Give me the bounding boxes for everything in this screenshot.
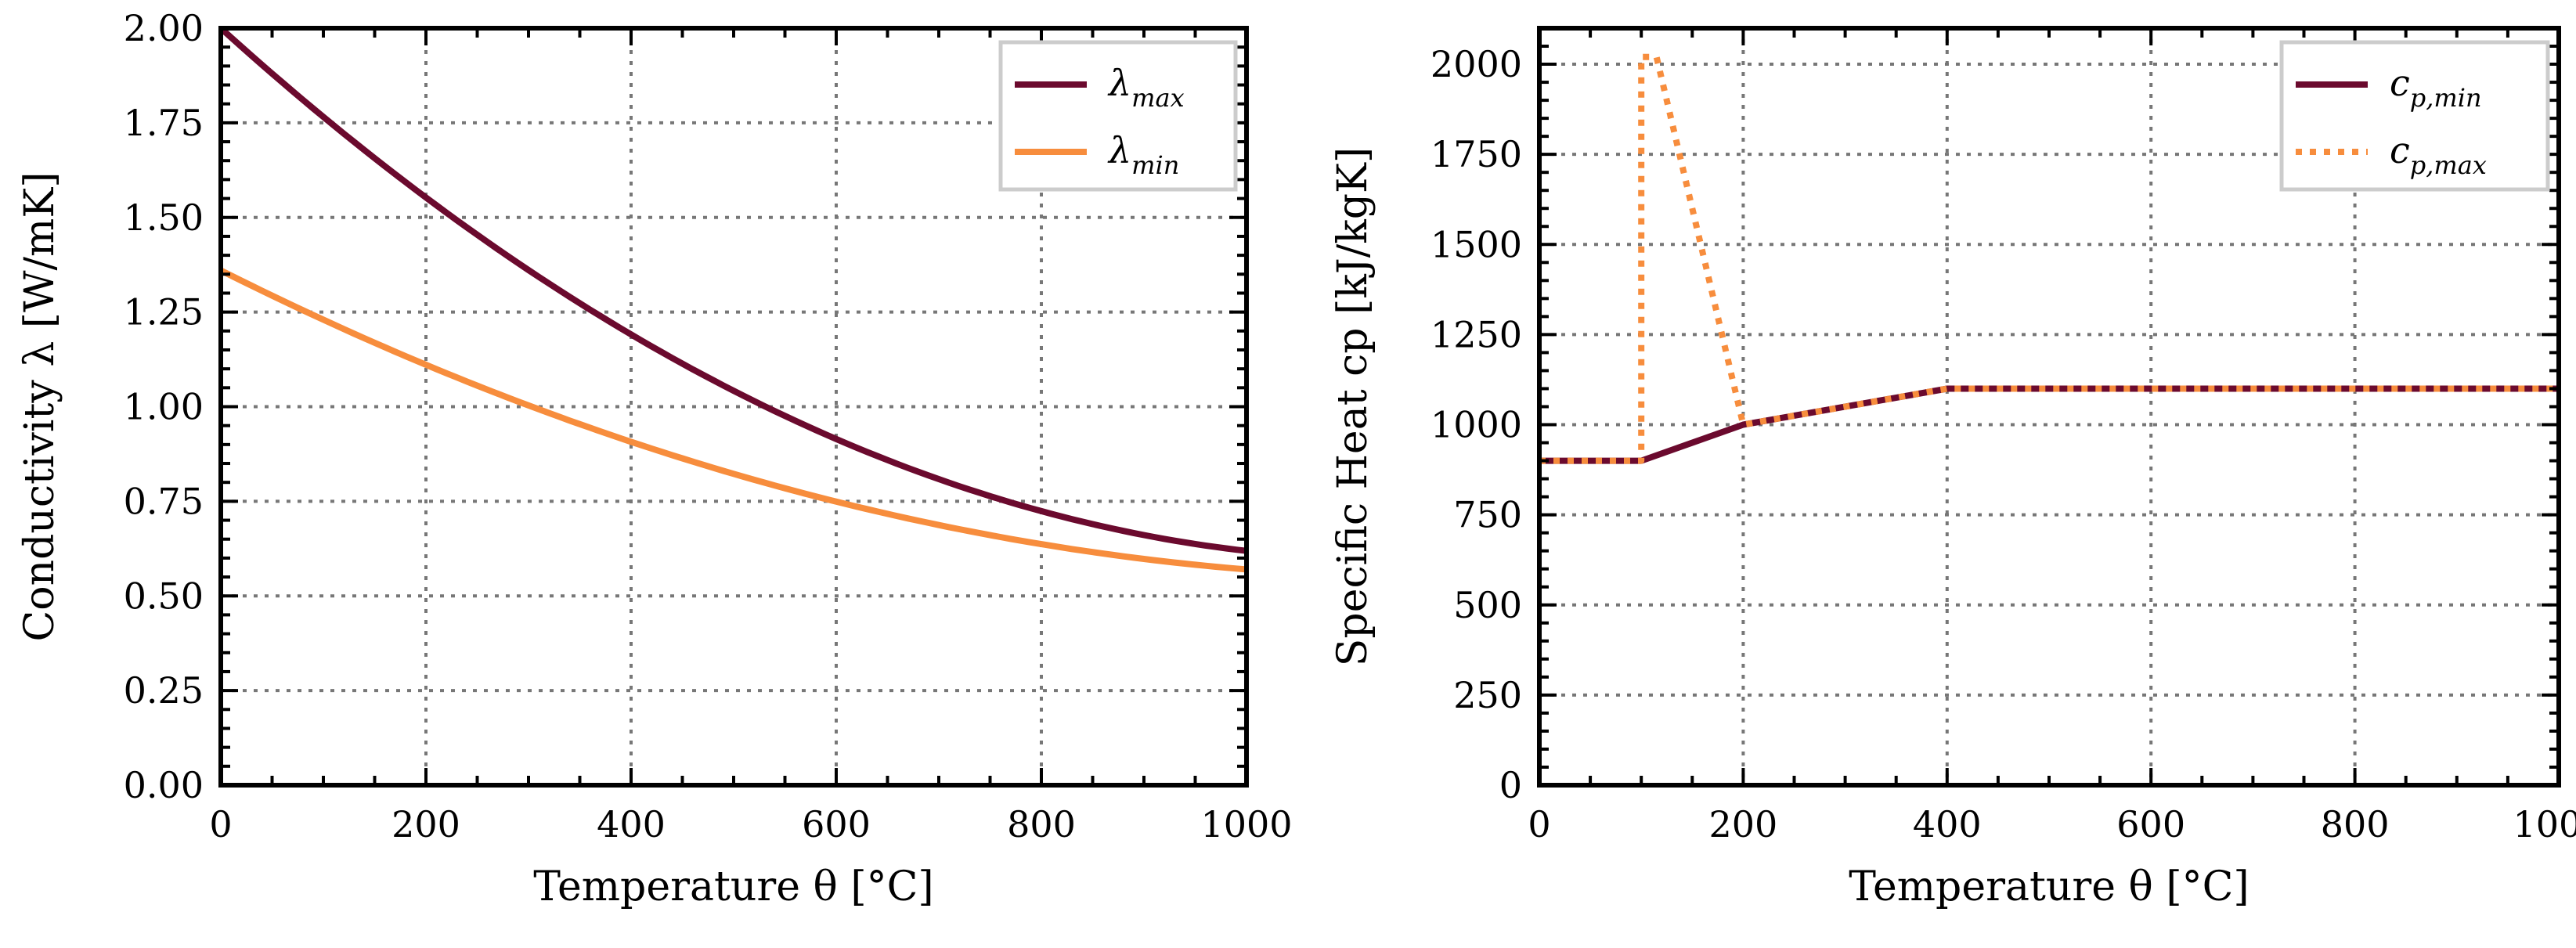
- left-axes-frame: [218, 26, 1249, 788]
- left-ytick-label-2: 0.50: [124, 575, 204, 617]
- left-xtick-label-0: 0: [209, 803, 232, 845]
- right-legend-sub-1: p,max: [2410, 150, 2487, 180]
- right-ytick-label-7: 1750: [1431, 133, 1522, 175]
- left-ytick-label-4: 1.00: [124, 386, 204, 428]
- left-series-group: [218, 26, 1247, 573]
- left-xtick-label-1: 200: [391, 803, 460, 845]
- left-ytick-label-7: 1.75: [124, 102, 204, 144]
- right-axes-frame: [1537, 26, 2561, 788]
- right-ytick-label-5: 1250: [1431, 313, 1522, 355]
- left-ytick-label-1: 0.25: [124, 669, 204, 712]
- right-xtick-label-4: 800: [2321, 803, 2390, 845]
- left-chart: 0 200 400 600 800 1000 0.00 0.25 0.50 0.75 1.00 1.2…: [16, 7, 1293, 910]
- left-ytick-label-3: 0.75: [124, 480, 204, 522]
- right-ytick-label-8: 2000: [1431, 43, 1522, 85]
- right-ytick-label-2: 500: [1453, 584, 1522, 626]
- right-ytick-label-3: 750: [1453, 494, 1522, 536]
- right-xtick-label-3: 600: [2116, 803, 2185, 845]
- left-legend-box: [998, 40, 1238, 192]
- left-ytick-label-0: 0.00: [124, 764, 204, 806]
- right-ytick-label-4: 1000: [1431, 404, 1522, 446]
- left-xlabel: Temperature θ [°C]: [533, 863, 933, 910]
- left-legend-sub-0: max: [1131, 83, 1184, 113]
- right-series-group: [1539, 53, 2559, 464]
- right-xtick-label-2: 400: [1913, 803, 1982, 845]
- right-ytick-label-0: 0: [1499, 764, 1522, 806]
- right-chart: 0 200 400 600 800 1000 0 250 500 750 1000 1250 1500 1…: [1329, 26, 2576, 910]
- right-xtick-label-1: 200: [1708, 803, 1777, 845]
- left-xtick-label-3: 600: [802, 803, 871, 845]
- left-series-1-line: [219, 267, 1247, 573]
- right-series-0-line: [1539, 385, 2559, 464]
- right-series-1-line: [1539, 53, 2559, 464]
- right-ytick-label-6: 1500: [1431, 223, 1522, 265]
- left-ytick-label-5: 1.25: [124, 291, 204, 333]
- left-xtick-label-4: 800: [1007, 803, 1076, 845]
- right-ytick-label-1: 250: [1453, 674, 1522, 716]
- left-ytick-label-8: 2.00: [124, 7, 204, 49]
- right-ylabel: Specific Heat cp [kJ/kgK]: [1329, 147, 1376, 666]
- right-xtick-label-5: 1000: [2513, 803, 2576, 845]
- left-legend-sub-1: min: [1131, 150, 1179, 180]
- right-legend-box: [2279, 40, 2550, 192]
- right-xtick-label-0: 0: [1528, 803, 1550, 845]
- left-ytick-label-6: 1.50: [124, 196, 204, 239]
- left-series-0-line: [218, 26, 1247, 554]
- right-xlabel: Temperature θ [°C]: [1849, 863, 2249, 910]
- left-ylabel: Conductivity λ [W/mK]: [16, 171, 63, 641]
- left-xtick-label-2: 400: [597, 803, 666, 845]
- right-legend-sub-0: p,min: [2410, 83, 2482, 113]
- left-xtick-label-5: 1000: [1200, 803, 1292, 845]
